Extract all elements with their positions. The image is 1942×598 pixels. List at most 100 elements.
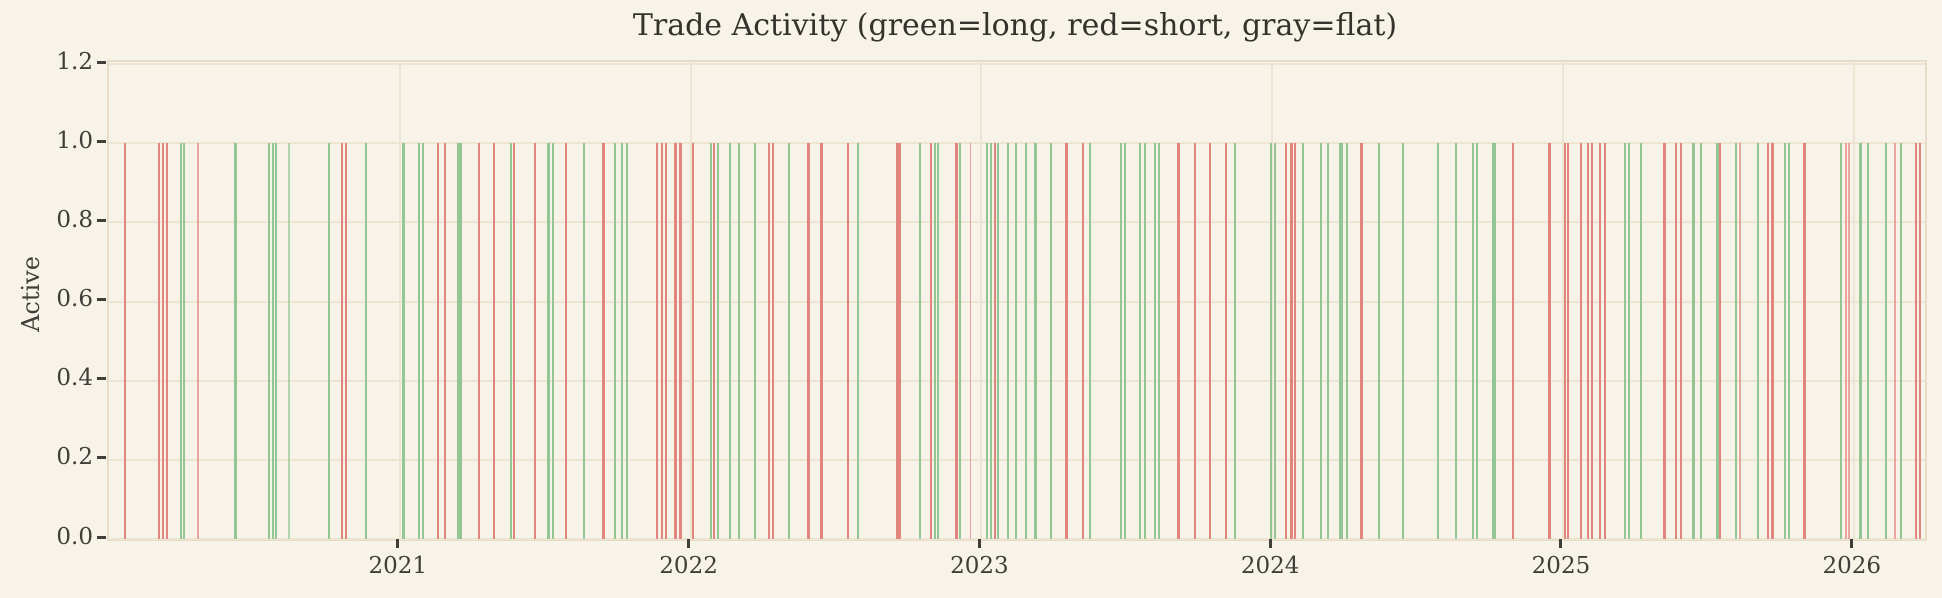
trade-activity-line-short (1845, 143, 1847, 539)
y-tick-mark (97, 298, 106, 301)
trade-activity-line-long (417, 143, 420, 539)
trade-activity-line-long (709, 143, 712, 539)
trade-activity-line-long (1338, 143, 1344, 539)
y-tick-mark (97, 60, 106, 64)
trade-activity-line-long (267, 143, 270, 539)
x-tick-label: 2021 (368, 553, 428, 579)
trade-activity-line-short (806, 143, 810, 539)
plot-area (107, 60, 1927, 541)
trade-activity-line-long (1734, 143, 1737, 539)
trade-activity-line-short (1914, 143, 1917, 539)
x-tick-mark (687, 539, 691, 548)
trade-activity-line-long (990, 143, 993, 539)
trade-activity-line-long (272, 143, 274, 539)
trade-activity-line-long (1623, 143, 1626, 539)
y-tick-mark (97, 139, 106, 143)
trade-activity-line-long (1859, 143, 1863, 539)
trade-activity-line-long (1692, 143, 1696, 539)
trade-activity-line-short (896, 143, 901, 539)
trade-activity-line-long (1144, 143, 1147, 539)
trade-activity-line-short (1294, 143, 1297, 539)
trade-activity-line-long (729, 143, 732, 539)
trade-activity-line-short (1359, 143, 1363, 539)
trade-activity-line-long (1320, 143, 1323, 539)
trade-activity-line-short (1285, 143, 1288, 539)
trade-activity-line-short (1548, 143, 1552, 539)
trade-activity-line-long (1783, 143, 1786, 539)
trade-activity-line-long (934, 143, 937, 539)
y-gridline (109, 538, 1925, 540)
trade-activity-line-long (959, 143, 962, 539)
trade-activity-line-short (655, 143, 658, 539)
trade-activity-line-long (1402, 143, 1405, 539)
trade-activity-line-long (234, 143, 238, 539)
trade-activity-line-short (1064, 143, 1068, 539)
trade-activity-line-long (788, 143, 791, 539)
trade-activity-line-long (1454, 143, 1457, 539)
trade-activity-line-short (1894, 143, 1896, 539)
y-tick-mark (97, 377, 106, 381)
trade-activity-line-long (1639, 143, 1642, 539)
trade-activity-line-long (1491, 143, 1497, 539)
trade-activity-line-short (477, 143, 480, 539)
trade-activity-line-short (1225, 143, 1228, 539)
trade-activity-line-long (327, 143, 330, 539)
trade-activity-line-long (1124, 143, 1127, 539)
trade-activity-line-long (937, 143, 940, 539)
trade-activity-line-long (1033, 143, 1037, 539)
trade-activity-line-long (457, 143, 462, 539)
trade-activity-line-short (1579, 143, 1582, 539)
trade-activity-line-long (919, 143, 922, 539)
trade-activity-line-long (857, 143, 860, 539)
trade-activity-line-long (1089, 143, 1092, 539)
trade-activity-line-short (1739, 143, 1741, 539)
trade-activity-line-short (1918, 143, 1921, 539)
trade-activity-line-long (1139, 143, 1142, 539)
trade-activity-line-long (997, 143, 1000, 539)
trade-activity-line-long (509, 143, 512, 539)
x-gridline (1561, 62, 1564, 539)
y-tick-label: 0.4 (56, 365, 93, 392)
y-tick-label: 0.2 (56, 444, 93, 471)
trade-activity-line-short (679, 143, 683, 539)
trade-activity-line-long (1270, 143, 1273, 539)
trade-activity-line-short (1289, 143, 1293, 539)
trade-activity-line-short (673, 143, 677, 539)
x-tick-label: 2025 (1531, 553, 1591, 579)
x-tick-mark (1559, 539, 1563, 548)
trade-activity-line-short (158, 143, 161, 539)
trade-activity-line-long (1436, 143, 1439, 539)
chart-title: Trade Activity (green=long, red=short, g… (632, 8, 1398, 43)
trade-activity-line-short (713, 143, 716, 539)
trade-activity-line-long (737, 143, 740, 539)
trade-activity-line-long (1234, 143, 1237, 539)
trade-activity-line-short (1563, 143, 1566, 539)
trade-activity-line-short (602, 143, 606, 539)
trade-activity-line-long (1866, 143, 1869, 539)
x-gridline (1852, 62, 1855, 539)
x-tick-label: 2024 (1240, 553, 1300, 579)
trade-activity-line-long (274, 143, 277, 539)
trade-activity-line-short (1511, 143, 1514, 539)
trade-activity-line-short (1663, 143, 1667, 539)
trade-activity-line-short (954, 143, 958, 539)
trade-activity-line-short (1718, 143, 1721, 539)
trade-activity-line-long (625, 143, 628, 539)
trade-activity-line-short (660, 143, 663, 539)
trade-activity-line-short (1209, 143, 1212, 539)
trade-activity-line-long (183, 143, 186, 539)
x-tick-label: 2023 (950, 553, 1009, 579)
y-tick-label: 0.8 (56, 206, 93, 233)
x-gridline (689, 62, 692, 539)
x-gridline (980, 62, 983, 539)
trade-activity-line-short (340, 143, 343, 539)
x-tick-mark (1268, 539, 1272, 548)
trade-activity-line-short (1598, 143, 1601, 539)
x-tick-label: 2026 (1822, 553, 1882, 579)
trade-activity-line-short (1603, 143, 1606, 539)
trade-activity-line-short (197, 143, 199, 539)
trade-activity-line-short (969, 143, 972, 539)
trade-activity-line-long (1756, 143, 1759, 539)
trade-activity-line-short (819, 143, 823, 539)
